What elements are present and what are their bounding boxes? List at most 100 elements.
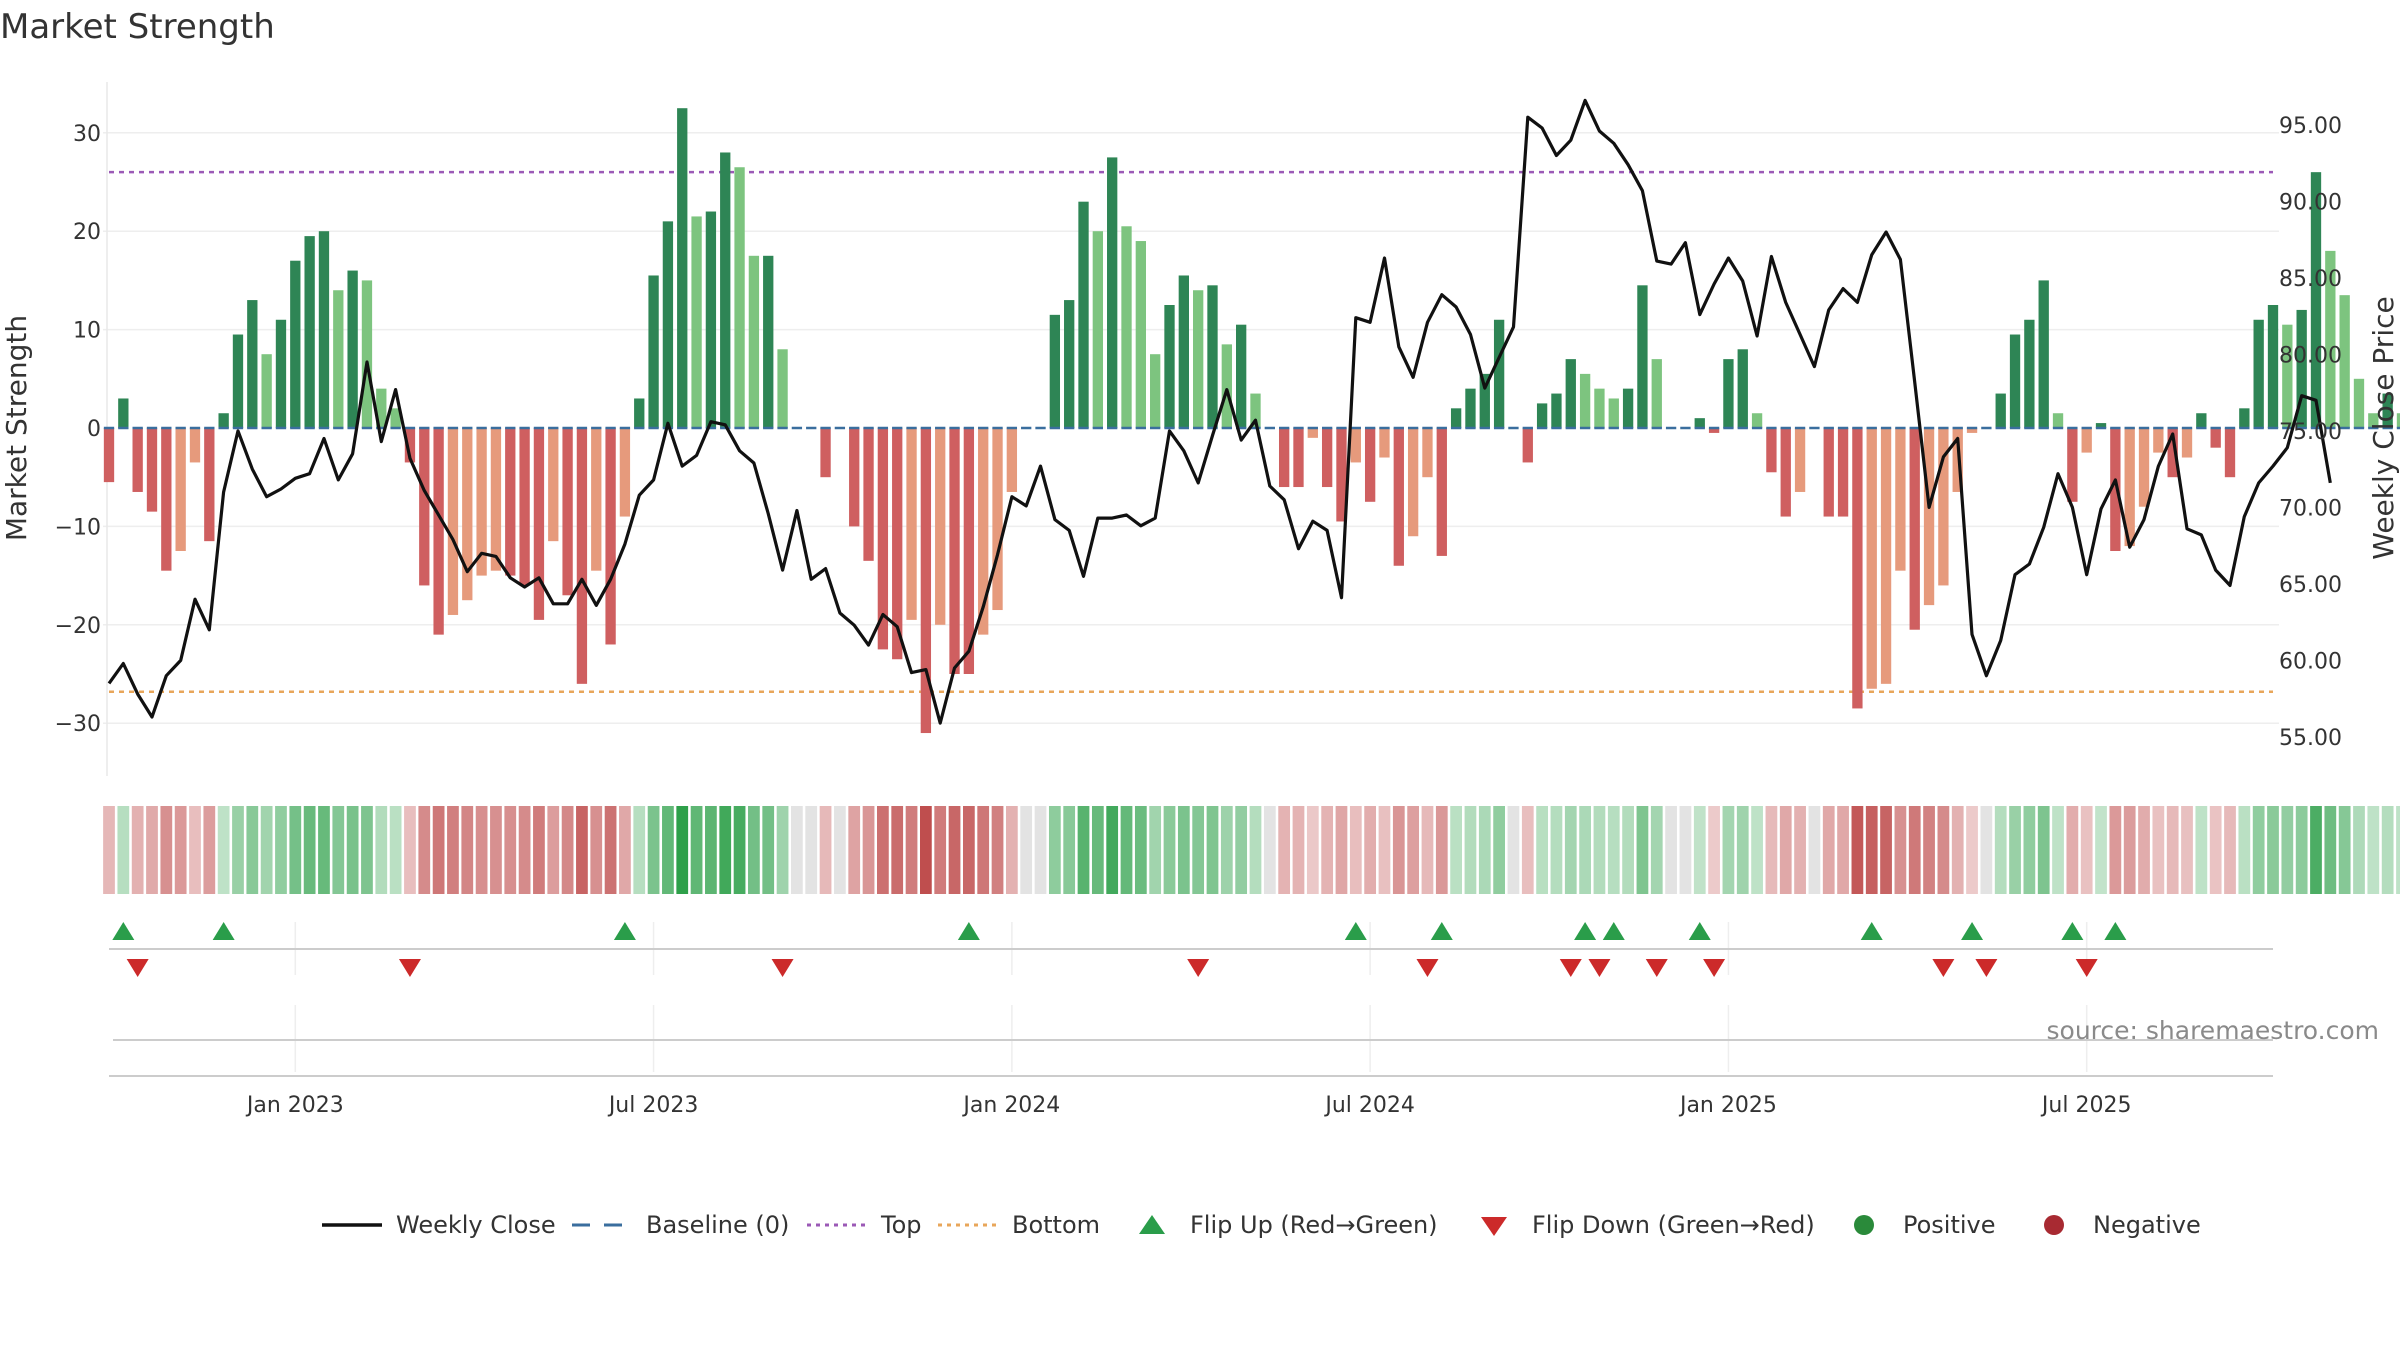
- strength-bar: [103, 428, 115, 483]
- y-tick-label: −20: [55, 614, 101, 639]
- y2-tick-label: 55.00: [2279, 726, 2342, 751]
- regime-tile: [877, 806, 889, 894]
- strength-bar: [1207, 285, 1218, 428]
- y-tick-label: 0: [87, 417, 101, 442]
- strength-bar: [2382, 393, 2393, 428]
- regime-tile: [303, 806, 316, 894]
- regime-tile: [1665, 806, 1677, 894]
- legend-label: Flip Down (Green→Red): [1532, 1211, 1815, 1239]
- regime-tile: [361, 806, 373, 894]
- regime-tile: [1880, 806, 1892, 894]
- strength-bar: [1995, 393, 2006, 428]
- regime-tile: [346, 806, 359, 894]
- strength-bar: [1135, 241, 1147, 428]
- regime-tile: [174, 806, 187, 894]
- regime-tile: [1421, 806, 1434, 894]
- strength-bar: [247, 300, 258, 428]
- regime-tile: [160, 806, 173, 894]
- regime-tile: [633, 806, 646, 894]
- regime-tile: [690, 806, 703, 894]
- strength-bar: [1193, 290, 1204, 428]
- regime-tile: [2052, 806, 2064, 894]
- strength-bar: [1293, 428, 1304, 488]
- strength-bar: [2296, 309, 2307, 428]
- regime-tile: [791, 806, 803, 894]
- regime-tile: [1192, 806, 1205, 894]
- strength-bar: [1837, 428, 1849, 517]
- regime-tile: [103, 806, 115, 894]
- strength-bar: [2224, 428, 2236, 478]
- strength-bar: [1379, 428, 1390, 458]
- regime-tile: [1521, 806, 1534, 894]
- strength-bar: [1049, 314, 1061, 428]
- strength-bar: [691, 216, 702, 428]
- regime-tile: [991, 806, 1004, 894]
- regime-tile: [1579, 806, 1591, 894]
- strength-bar: [1221, 344, 1232, 428]
- flip-down-marker: [2075, 959, 2098, 977]
- y2-tick-label: 80.00: [2279, 343, 2342, 368]
- strength-bar: [1708, 428, 1720, 433]
- strength-bar: [1909, 428, 1920, 630]
- regime-tile: [1851, 806, 1864, 894]
- strength-bar: [2181, 428, 2193, 458]
- x-tick-label: Jan 2023: [245, 1093, 344, 1118]
- strength-bar: [1780, 428, 1791, 517]
- strength-bar: [1107, 157, 1118, 428]
- regime-tile: [318, 806, 330, 894]
- regime-tile: [1650, 806, 1663, 894]
- regime-tile: [1020, 806, 1033, 894]
- strength-bar: [318, 231, 330, 428]
- regime-tile: [1206, 806, 1219, 894]
- strength-bar: [433, 428, 444, 635]
- regime-tile: [590, 806, 603, 894]
- strength-bar: [275, 319, 287, 428]
- regime-tile: [1894, 806, 1907, 894]
- strength-bar: [1436, 428, 1447, 556]
- strength-bar: [920, 428, 932, 734]
- regime-tile: [1149, 806, 1162, 894]
- regime-tile: [1593, 806, 1606, 894]
- strength-bar: [1938, 428, 1949, 586]
- y2-axis-ticks: 95.00 90.00 85.00 80.00 75.00 70.00 65.00 60.00…: [2279, 114, 2342, 751]
- strength-bar: [1551, 393, 1562, 428]
- regime-tile: [1822, 806, 1835, 894]
- y-tick-label: 10: [73, 319, 101, 344]
- flip-up-marker: [613, 922, 636, 940]
- strength-bar: [146, 428, 158, 512]
- legend-label: Weekly Close: [396, 1211, 556, 1239]
- regime-tile: [1306, 806, 1319, 894]
- strength-bar: [849, 428, 860, 527]
- regime-tile: [1321, 806, 1334, 894]
- regime-tile: [504, 806, 517, 894]
- strength-bar: [935, 428, 946, 625]
- regime-tile: [2037, 806, 2050, 894]
- regime-tile: [1679, 806, 1692, 894]
- strength-bar: [1608, 398, 1619, 428]
- strength-bar: [1866, 428, 1877, 689]
- regime-tile: [1163, 806, 1176, 894]
- strength-bar: [2239, 408, 2250, 428]
- strength-bar: [1164, 305, 1175, 428]
- regime-tile: [389, 806, 402, 894]
- regime-tile: [2181, 806, 2193, 894]
- regime-tile: [2353, 806, 2365, 894]
- regime-tile: [848, 806, 861, 894]
- x-tick-label: Jul 2024: [1323, 1093, 1415, 1118]
- regime-tile: [404, 806, 416, 894]
- flip-up-marker: [212, 922, 235, 940]
- x-tick-label: Jan 2024: [961, 1093, 1060, 1118]
- regime-tile: [1980, 806, 1993, 894]
- regime-tile: [2009, 806, 2021, 894]
- strength-bar: [376, 388, 387, 428]
- reference-lines: [109, 170, 2273, 693]
- regime-tile: [146, 806, 158, 894]
- regime-tile: [275, 806, 287, 894]
- y2-tick-label: 70.00: [2279, 496, 2342, 521]
- regime-tile: [733, 806, 746, 894]
- regime-tile: [1908, 806, 1921, 894]
- regime-tile: [1177, 806, 1190, 894]
- strength-bar: [1522, 428, 1533, 463]
- flip-down-marker: [1932, 959, 1955, 977]
